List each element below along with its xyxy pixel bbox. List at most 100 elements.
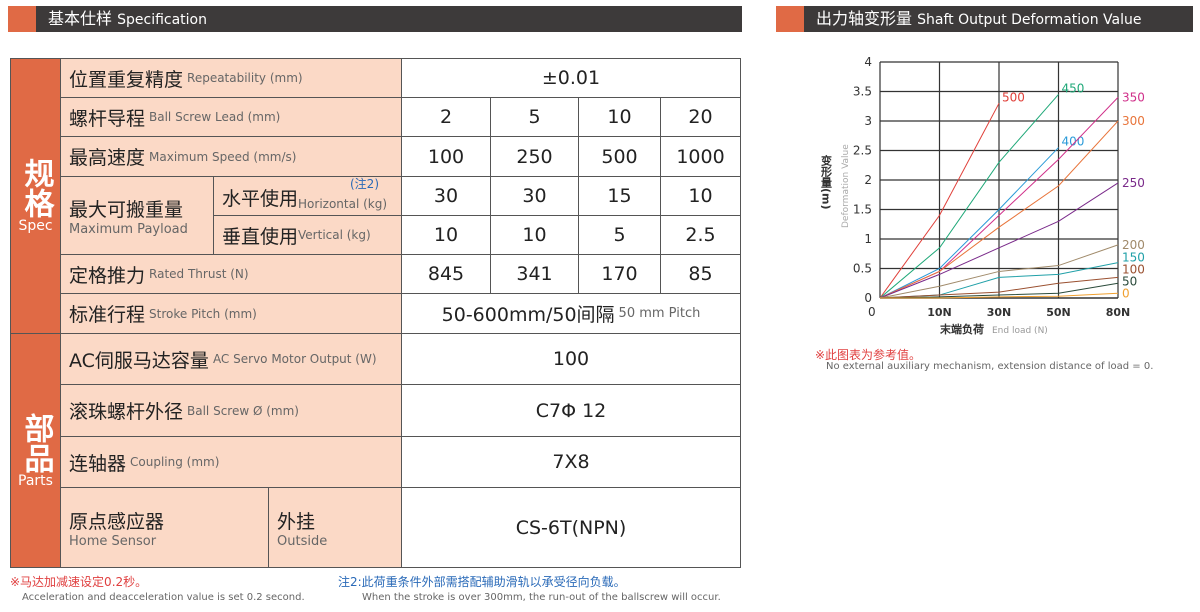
series-line-250 <box>879 182 1119 299</box>
value-cell: 250 <box>490 136 579 177</box>
label-en: Coupling (mm) <box>130 455 220 469</box>
value: 5 <box>528 106 541 128</box>
value: C7Φ 12 <box>535 399 607 422</box>
value: 10 <box>607 106 632 128</box>
chart-title-cn: 出力轴变形量 <box>816 9 913 28</box>
spec-title-cn: 基本仕样 <box>48 9 113 28</box>
y-tick-label: 0.5 <box>853 262 872 276</box>
series-label: 300 <box>1122 114 1145 128</box>
group-spec: 规格 Spec <box>10 58 61 334</box>
label-en: Horizontal (kg) <box>298 197 388 211</box>
value: 2 <box>439 106 453 128</box>
label-cn: 外挂 <box>277 510 316 533</box>
note-ref: (注2) <box>350 177 379 191</box>
label-cn: AC伺服马达容量 <box>69 349 209 372</box>
value: 1000 <box>676 145 725 168</box>
label-cn: 连轴器 <box>69 452 127 475</box>
note-1-en: Acceleration and deacceleration value is… <box>22 592 305 603</box>
value-cell: 30 <box>490 176 579 216</box>
label-en: Repeatability (mm) <box>187 71 303 85</box>
spec-title-en: Specification <box>117 12 207 28</box>
label-repeat: 位置重复精度 Repeatability (mm) <box>60 58 402 98</box>
series-line-500 <box>879 103 1000 299</box>
series-label: 0 <box>1122 286 1130 300</box>
value-coupling: 7X8 <box>401 436 741 488</box>
x-tick-label: 50N <box>1046 306 1071 319</box>
label-cn: 螺杆导程 <box>69 107 146 130</box>
y-tick-label: 1.5 <box>853 203 872 217</box>
x-tick-label: 10N <box>927 306 952 319</box>
y-tick-label: 3.5 <box>853 85 872 99</box>
value-cell: 10 <box>578 97 661 137</box>
series-line-100 <box>879 276 1119 299</box>
value-cell: 845 <box>401 254 491 294</box>
series-label: 150 <box>1122 250 1145 264</box>
label-cn: 标准行程 <box>69 304 146 326</box>
series-label: 500 <box>1002 90 1025 104</box>
label-speed: 最高速度 Maximum Speed (mm/s) <box>60 136 402 177</box>
value-screw: C7Φ 12 <box>401 384 741 437</box>
label-cn: 水平使用 <box>222 188 299 210</box>
series-label: 350 <box>1122 90 1145 104</box>
label-horizontal: 水平使用 Horizontal (kg) (注2) <box>213 176 402 216</box>
label-en: Stroke Pitch (mm) <box>149 306 257 321</box>
label-en: Rated Thrust (N) <box>149 267 249 281</box>
value-stroke: 50-600mm/50间隔 50 mm Pitch <box>401 293 741 334</box>
label-lead: 螺杆导程 Ball Screw Lead (mm) <box>60 97 402 137</box>
note-2-en: When the stroke is over 300mm, the run-o… <box>362 592 721 603</box>
x-tick-label: 0 <box>868 305 876 319</box>
y-tick-label: 2 <box>864 173 872 187</box>
value-cell: 5 <box>490 97 579 137</box>
label-cn: 最高速度 <box>69 147 146 169</box>
y-axis-label: 变形量(m) <box>820 154 833 210</box>
spec-title: 基本仕样 Specification <box>48 6 207 33</box>
series-label: 450 <box>1062 81 1085 95</box>
value: CS-6T(NPN) <box>515 516 627 539</box>
label-cn: 垂直使用 <box>222 225 299 248</box>
label-en: AC Servo Motor Output (W) <box>212 352 377 366</box>
value: 50-600mm/50间隔 <box>441 304 615 326</box>
series-label: 100 <box>1122 262 1145 276</box>
note-1: ※马达加减速设定0.2秒。 <box>10 575 148 589</box>
value-cell: 10 <box>401 215 491 255</box>
note-2: 注2:此荷重条件外部需搭配辅助滑轨以承受径向负载。 <box>338 575 626 589</box>
series-label: 200 <box>1122 238 1145 252</box>
label-payload: 最大可搬重量 Maximum Payload <box>60 176 214 255</box>
group-parts-cn: 部品 <box>18 412 54 473</box>
label-en: Vertical (kg) <box>298 228 371 242</box>
label-cn: 原点感应器 <box>69 510 165 533</box>
x-tick-label: 30N <box>987 306 1012 319</box>
series-line-0 <box>880 292 1119 299</box>
label-vertical: 垂直使用 Vertical (kg) <box>213 215 402 255</box>
group-parts-en: Parts <box>18 472 53 489</box>
value-en: 50 mm Pitch <box>618 306 701 321</box>
value: 10 <box>688 185 713 207</box>
value-cell: 1000 <box>660 136 741 177</box>
series-line-200 <box>879 244 1119 299</box>
label-en: Ball Screw Ø (mm) <box>187 403 299 418</box>
chart-title-en: Shaft Output Deformation Value <box>917 12 1142 28</box>
value-cell: 5 <box>578 215 661 255</box>
value-cell: 15 <box>578 176 661 216</box>
value-sensor: CS-6T(NPN) <box>401 487 741 568</box>
value: 170 <box>601 263 638 285</box>
label-stroke: 标准行程 Stroke Pitch (mm) <box>60 293 402 334</box>
label-motor: AC伺服马达容量 AC Servo Motor Output (W) <box>60 333 402 385</box>
value-cell: 2.5 <box>660 215 741 255</box>
label-sensor-type: 外挂 Outside <box>268 487 402 568</box>
value-cell: 30 <box>401 176 491 216</box>
value: 30 <box>522 185 547 207</box>
label-screw: 滚珠螺杆外径 Ball Screw Ø (mm) <box>60 384 402 437</box>
chart-title: 出力轴变形量 Shaft Output Deformation Value <box>816 6 1141 33</box>
group-parts: 部品 Parts <box>10 333 61 568</box>
value: 341 <box>516 263 553 285</box>
value: 100 <box>427 145 465 168</box>
y-axis-label-en: Deformation Value <box>841 144 851 228</box>
chart-title-bar: 出力轴变形量 Shaft Output Deformation Value <box>776 6 1193 32</box>
label-cn: 位置重复精度 <box>69 68 184 91</box>
value: 2.5 <box>685 224 716 246</box>
group-spec-cn: 规格 <box>18 158 54 218</box>
value-cell: 2 <box>401 97 491 137</box>
y-tick-label: 4 <box>864 55 872 69</box>
